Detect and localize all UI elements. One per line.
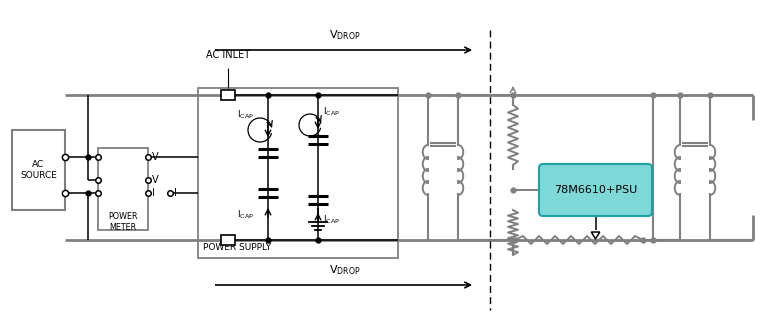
- Text: V$_\mathregular{DROP}$: V$_\mathregular{DROP}$: [329, 263, 361, 277]
- Text: AC INLET: AC INLET: [206, 50, 250, 60]
- Text: 78M6610+PSU: 78M6610+PSU: [554, 185, 637, 195]
- Bar: [98, 148, 148, 230]
- FancyBboxPatch shape: [539, 164, 652, 216]
- Text: I$_\mathregular{CAP}$: I$_\mathregular{CAP}$: [323, 106, 340, 118]
- Text: I$_\mathregular{CAP}$: I$_\mathregular{CAP}$: [237, 109, 255, 121]
- Text: POWER SUPPLY: POWER SUPPLY: [203, 243, 271, 252]
- Text: V$_\mathregular{DROP}$: V$_\mathregular{DROP}$: [329, 28, 361, 42]
- Bar: [221, 90, 235, 100]
- Bar: [12, 130, 65, 210]
- Text: AC
SOURCE: AC SOURCE: [20, 160, 57, 180]
- Text: V: V: [152, 152, 159, 162]
- Text: I: I: [174, 188, 177, 198]
- Text: I$_\mathregular{CAP}$: I$_\mathregular{CAP}$: [237, 209, 255, 221]
- Text: SHUNT: SHUNT: [553, 208, 587, 218]
- Text: POWER
METER: POWER METER: [108, 212, 138, 232]
- Polygon shape: [591, 232, 600, 239]
- Text: V: V: [152, 175, 159, 185]
- Bar: [198, 88, 398, 258]
- Text: I: I: [152, 188, 155, 198]
- Text: I$_\mathregular{CAP}$: I$_\mathregular{CAP}$: [323, 214, 340, 226]
- Bar: [221, 235, 235, 245]
